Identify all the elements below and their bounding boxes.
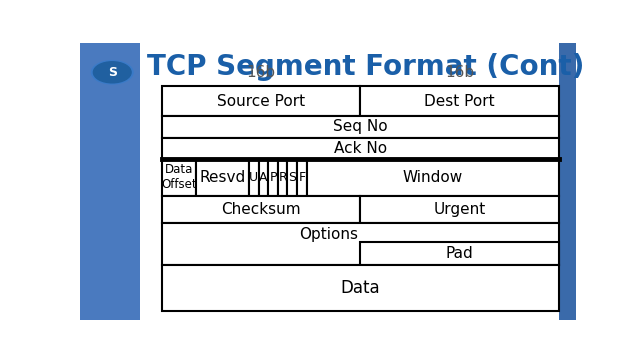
Circle shape: [93, 62, 131, 83]
Text: TCP Segment Format (Cont): TCP Segment Format (Cont): [147, 53, 584, 81]
Bar: [162, 223, 559, 265]
Bar: [162, 138, 559, 159]
Text: Window: Window: [403, 170, 463, 185]
Bar: [297, 159, 307, 196]
Bar: [162, 86, 360, 116]
Text: Resvd: Resvd: [199, 170, 246, 185]
Text: Checksum: Checksum: [221, 202, 301, 217]
Text: P: P: [269, 171, 277, 184]
Text: U: U: [250, 171, 259, 184]
Circle shape: [92, 61, 133, 84]
Bar: [307, 159, 559, 196]
Bar: [360, 86, 559, 116]
Text: Seq No: Seq No: [333, 119, 388, 134]
Bar: [162, 196, 360, 223]
Bar: [259, 159, 268, 196]
Bar: [287, 159, 297, 196]
Bar: [268, 159, 278, 196]
Bar: [278, 159, 287, 196]
Bar: [559, 43, 576, 320]
Bar: [249, 159, 259, 196]
Bar: [80, 43, 140, 320]
Text: Source Port: Source Port: [217, 94, 305, 109]
Text: Data
Offset: Data Offset: [161, 163, 196, 192]
Text: F: F: [298, 171, 305, 184]
Text: S: S: [288, 171, 296, 184]
Text: Options: Options: [299, 227, 358, 242]
Text: R: R: [278, 171, 287, 184]
Text: 16b: 16b: [246, 66, 276, 80]
Bar: [360, 242, 559, 265]
Text: Dest Port: Dest Port: [424, 94, 495, 109]
Bar: [162, 265, 559, 311]
Text: Data: Data: [340, 279, 380, 297]
Text: 16b: 16b: [445, 66, 474, 80]
Text: Urgent: Urgent: [433, 202, 486, 217]
Bar: [162, 116, 559, 138]
Text: A: A: [259, 171, 268, 184]
Text: Pad: Pad: [445, 246, 474, 261]
Text: S: S: [108, 66, 116, 79]
Bar: [162, 159, 196, 196]
Bar: [196, 159, 249, 196]
Bar: [360, 196, 559, 223]
Text: Ack No: Ack No: [333, 141, 387, 156]
